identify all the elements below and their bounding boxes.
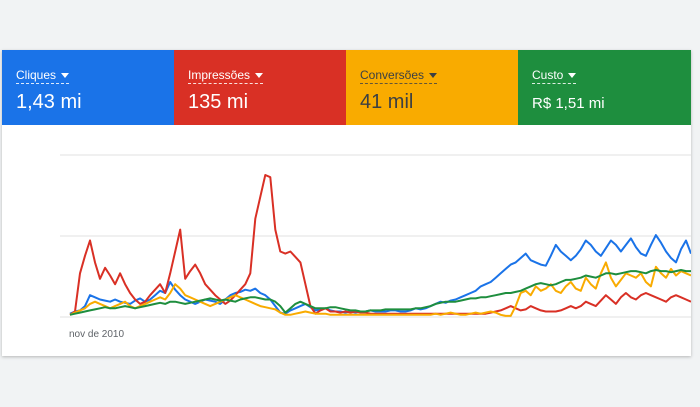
metric-tile-cliques[interactable]: Cliques 1,43 mi <box>2 50 174 125</box>
metric-label: Conversões <box>360 68 425 82</box>
series-line-cliques <box>69 234 691 315</box>
metric-tile-impressoes[interactable]: Impressões 135 mi <box>174 50 346 125</box>
series-line-conversoes <box>69 261 691 317</box>
metric-label: Cliques <box>16 68 57 82</box>
metric-tile-conversoes[interactable]: Conversões 41 mil <box>346 50 518 125</box>
metric-label: Impressões <box>188 68 251 82</box>
dropdown-caret-icon <box>568 73 577 79</box>
performance-summary-card: Cliques 1,43 mi Impressões 135 mi Conver… <box>2 50 691 356</box>
metric-selector-impressoes[interactable]: Impressões <box>188 68 264 84</box>
series-line-custo <box>69 269 691 316</box>
metric-value: 41 mil <box>360 91 414 113</box>
series-line-impressoes <box>69 174 691 316</box>
metric-label: Custo <box>532 68 564 82</box>
metric-selector-custo[interactable]: Custo <box>532 68 577 84</box>
metric-tiles: Cliques 1,43 mi Impressões 135 mi Conver… <box>2 50 691 125</box>
series-layer <box>69 174 691 317</box>
metric-selector-cliques[interactable]: Cliques <box>16 68 70 84</box>
metric-value: R$ 1,51 mi <box>532 95 605 112</box>
performance-line-chart[interactable] <box>2 125 691 356</box>
dropdown-caret-icon <box>61 73 70 79</box>
metric-value: 135 mi <box>188 91 249 113</box>
metric-value: 1,43 mi <box>16 91 82 113</box>
x-axis-tick-label: nov de 2010 <box>69 329 125 340</box>
dropdown-caret-icon <box>255 73 264 79</box>
metric-tile-custo[interactable]: Custo R$ 1,51 mi <box>518 50 691 125</box>
dropdown-caret-icon <box>429 73 438 79</box>
metric-selector-conversoes[interactable]: Conversões <box>360 68 438 84</box>
